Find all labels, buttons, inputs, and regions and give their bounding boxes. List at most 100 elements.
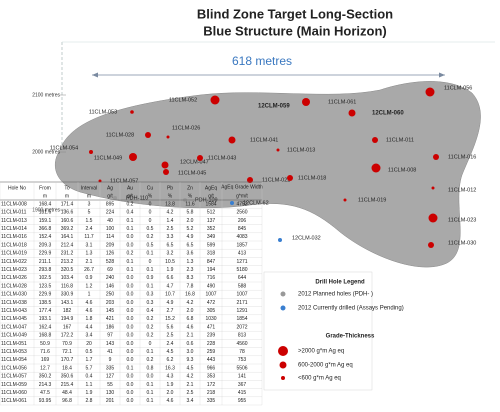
table-cell: 2.4 [167,341,174,347]
table-cell: 0.2 [147,324,154,330]
table-cell: 4.2 [167,210,174,216]
table-cell: 2.3 [187,267,194,273]
hole-label: 11CLM-011 [386,137,414,143]
table-cell: 16.3 [165,365,175,371]
table-cell: 182 [63,308,72,314]
table-cell: 0.3 [147,292,154,298]
drill-hole [129,153,137,161]
table-cell: 0.8 [147,365,154,371]
table-cell: 47.5 [40,390,50,396]
table-cell: 0 [149,201,152,207]
table-cell: 5506 [236,365,247,371]
table-header: Pb [167,185,173,191]
table-header: AgEq [205,185,217,191]
table-cell: 6.5 [187,242,194,248]
hole-label: 11CLM-012 [448,187,476,193]
table-cell: 11CLM-014 [1,226,27,232]
hole-label: 11CLM-043 [208,155,236,161]
table-cell: 78 [239,349,245,355]
table-cell: 11CLM-018 [1,242,27,248]
table-cell: 1857 [236,242,247,248]
table-cell: 3.0 [187,349,194,355]
table-cell: 11CLM-011 [1,210,27,216]
table-cell: 0.5 [147,242,154,248]
table-cell: 349 [207,234,216,240]
hole-label: 11CLM-052 [169,97,197,103]
table-cell: 1.8 [86,316,93,322]
table-cell: 131.6 [39,210,52,216]
hole-label: 11CLM-022 [262,177,290,183]
ore-body [55,81,481,268]
legend-high: >2000 g*m Ag eq [298,349,344,355]
table-cell: 177.4 [39,308,52,314]
table-cell: 0.4 [147,308,154,314]
table-cell: 0 [149,341,152,347]
table-cell: 3.6 [187,251,194,257]
table-cell: 0.3 [147,300,154,306]
table-cell: 11CLM-056 [1,365,27,371]
table-cell: 4.6 [86,308,93,314]
table-cell: 239 [207,333,216,339]
table-cell: 644 [238,275,247,281]
table-cell: 250 [106,292,115,298]
drill-hole [228,136,236,144]
table-unit: % [148,193,153,199]
table-cell: 0.2 [127,201,134,207]
table-cell: 11CLM-045 [1,316,27,322]
table-cell: 4.4 [86,324,93,330]
table-header: AgEq Grade Width [221,184,263,190]
drill-hole [302,98,310,106]
table-cell: 71.6 [40,349,50,355]
table-unit: g/t [107,193,113,199]
drill-hole [348,109,356,117]
table-header: Au [127,185,133,191]
hole-label: 11CLM-026 [172,125,200,131]
table-cell: 11CLM-054 [1,357,27,363]
table-cell: 5.2 [187,226,194,232]
table-cell: 335 [207,398,216,404]
hole-label: 11CLM-019 [358,197,386,203]
table-cell: 16.8 [185,292,195,298]
legend-drilled-dot [280,305,286,311]
table-cell: 0.1 [147,283,154,289]
table-cell: 753 [238,357,247,363]
hole-label: 11CLM-056 [444,85,472,91]
table-header: To [64,185,70,191]
table-cell: 11CLM-030 [1,292,27,298]
hole-label: 11CLM-053 [89,109,117,115]
table-cell: 48.4 [62,390,72,396]
table-cell: 0.5 [147,226,154,232]
table-cell: 0.0 [127,308,134,314]
table-cell: 4.5 [187,365,194,371]
table-header: Ag [107,185,113,191]
table-cell: 0.1 [147,398,154,404]
table-cell: 1.2 [86,283,93,289]
table-cell: 4.2 [187,300,194,306]
table-cell: 11CLM-049 [1,333,27,339]
table-cell: 0.5 [86,349,93,355]
table-cell: 4083 [236,234,247,240]
table-cell: 369.2 [61,226,74,232]
legend-mid: 600-2000 g*m Ag eq [298,363,353,369]
table-cell: 847 [207,259,216,265]
table-cell: 0.2 [147,234,154,240]
table-cell: 143.1 [61,300,74,306]
hole-label: 11CLM-008 [388,167,416,173]
table-cell: 4.5 [167,349,174,355]
drill-hole [287,175,293,181]
table-cell: 599 [207,242,216,248]
table-cell: 224 [106,210,115,216]
table-cell: 2.0 [167,390,174,396]
table-cell: 213.2 [61,259,74,265]
table-cell: 528 [106,259,115,265]
table-cell: 0.0 [127,324,134,330]
table-cell: 318 [207,251,216,257]
table-cell: 50.9 [40,341,50,347]
table-cell: 0.1 [147,267,154,273]
elevation-label: 2100 metres [32,92,60,98]
table-cell: 114 [106,234,114,240]
table-cell: 0.0 [127,398,134,404]
table-cell: 11CLM-057 [1,374,27,380]
table-cell: 512 [207,210,216,216]
table-cell: 11CLM-043 [1,308,27,314]
